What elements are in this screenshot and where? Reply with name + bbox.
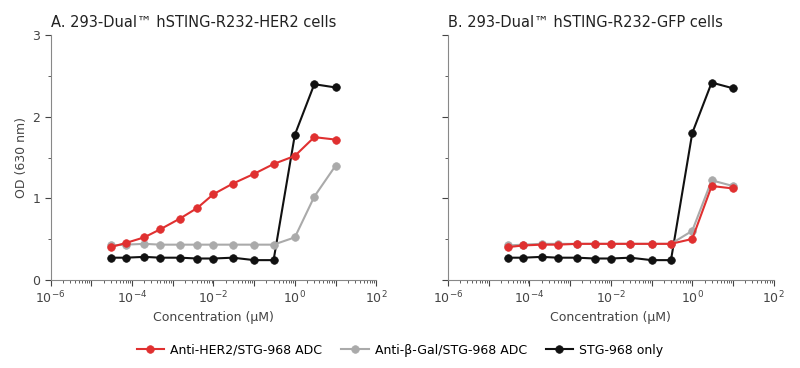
Legend: Anti-HER2/STG-968 ADC, Anti-β-Gal/STG-968 ADC, STG-968 only: Anti-HER2/STG-968 ADC, Anti-β-Gal/STG-96…: [131, 339, 669, 362]
Text: B. 293-Dual™ hSTING-R232-GFP cells: B. 293-Dual™ hSTING-R232-GFP cells: [448, 15, 723, 30]
Text: A. 293-Dual™ hSTING-R232-HER2 cells: A. 293-Dual™ hSTING-R232-HER2 cells: [50, 15, 336, 30]
X-axis label: Concentration (μM): Concentration (μM): [550, 311, 671, 324]
Y-axis label: OD (630 nm): OD (630 nm): [15, 117, 28, 198]
X-axis label: Concentration (μM): Concentration (μM): [153, 311, 274, 324]
